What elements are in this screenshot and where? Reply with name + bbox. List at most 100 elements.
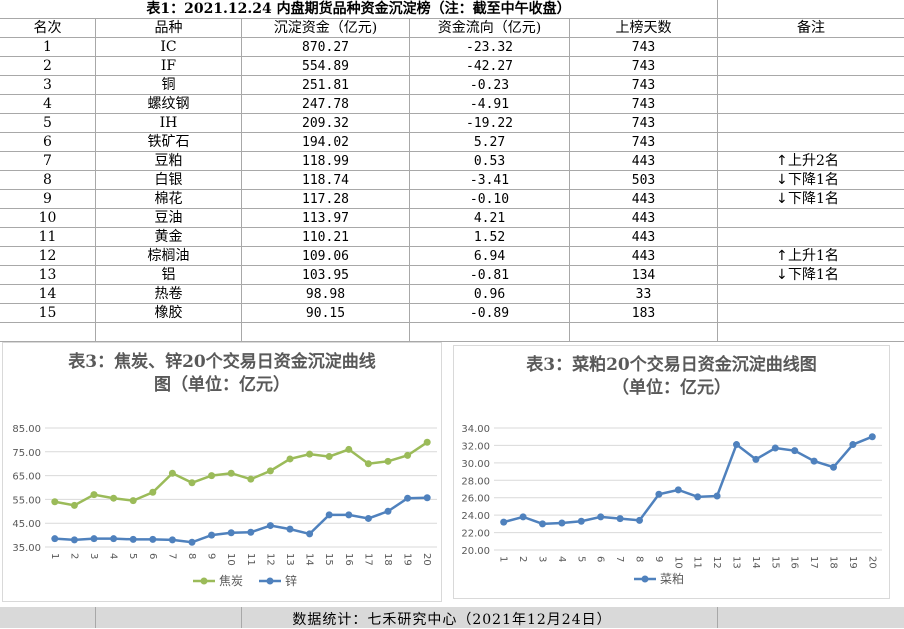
cell-days[interactable]: 503 bbox=[570, 171, 718, 190]
cell-flow[interactable]: 1.52 bbox=[410, 228, 570, 247]
cell-flow[interactable]: -42.27 bbox=[410, 57, 570, 76]
cell-rank[interactable]: 4 bbox=[0, 95, 96, 114]
cell-name[interactable]: 铜 bbox=[96, 76, 242, 95]
empty-cell[interactable] bbox=[96, 323, 242, 342]
cell-days[interactable]: 743 bbox=[570, 76, 718, 95]
cell-note[interactable] bbox=[718, 304, 904, 323]
cell-fund[interactable]: 251.81 bbox=[242, 76, 410, 95]
cell-note[interactable] bbox=[718, 38, 904, 57]
cell-rank[interactable]: 10 bbox=[0, 209, 96, 228]
cell-days[interactable]: 134 bbox=[570, 266, 718, 285]
footer-cell[interactable] bbox=[570, 607, 718, 628]
cell-note[interactable] bbox=[718, 114, 904, 133]
cell-days[interactable]: 743 bbox=[570, 133, 718, 152]
cell-flow[interactable]: 5.27 bbox=[410, 133, 570, 152]
cell-note[interactable]: ↑上升1名 bbox=[718, 247, 904, 266]
cell-rank[interactable]: 7 bbox=[0, 152, 96, 171]
empty-cell[interactable] bbox=[570, 323, 718, 342]
cell-note[interactable] bbox=[718, 57, 904, 76]
cell-note[interactable]: ↓下降1名 bbox=[718, 190, 904, 209]
cell-rank[interactable]: 13 bbox=[0, 266, 96, 285]
cell-fund[interactable]: 554.89 bbox=[242, 57, 410, 76]
cell-note[interactable]: ↑上升2名 bbox=[718, 152, 904, 171]
cell-fund[interactable]: 247.78 bbox=[242, 95, 410, 114]
cell-note[interactable] bbox=[718, 95, 904, 114]
cell-name[interactable]: 热卷 bbox=[96, 285, 242, 304]
cell-fund[interactable]: 98.98 bbox=[242, 285, 410, 304]
cell-name[interactable]: 铝 bbox=[96, 266, 242, 285]
cell-rank[interactable]: 9 bbox=[0, 190, 96, 209]
cell-name[interactable]: IH bbox=[96, 114, 242, 133]
cell-fund[interactable]: 118.99 bbox=[242, 152, 410, 171]
empty-cell[interactable] bbox=[242, 323, 410, 342]
cell-fund[interactable]: 110.21 bbox=[242, 228, 410, 247]
cell-flow[interactable]: 4.21 bbox=[410, 209, 570, 228]
cell-days[interactable]: 443 bbox=[570, 228, 718, 247]
cell-days[interactable]: 743 bbox=[570, 38, 718, 57]
cell-flow[interactable]: -0.23 bbox=[410, 76, 570, 95]
cell-flow[interactable]: 0.96 bbox=[410, 285, 570, 304]
cell-note[interactable] bbox=[718, 133, 904, 152]
cell-days[interactable]: 743 bbox=[570, 57, 718, 76]
cell-name[interactable]: 棕榈油 bbox=[96, 247, 242, 266]
cell-flow[interactable]: -0.89 bbox=[410, 304, 570, 323]
cell-name[interactable]: 棉花 bbox=[96, 190, 242, 209]
cell-rank[interactable]: 5 bbox=[0, 114, 96, 133]
cell-fund[interactable]: 209.32 bbox=[242, 114, 410, 133]
cell-days[interactable]: 443 bbox=[570, 209, 718, 228]
empty-cell[interactable] bbox=[410, 323, 570, 342]
cell-name[interactable]: 豆油 bbox=[96, 209, 242, 228]
cell-rank[interactable]: 2 bbox=[0, 57, 96, 76]
cell-days[interactable]: 183 bbox=[570, 304, 718, 323]
cell-flow[interactable]: -3.41 bbox=[410, 171, 570, 190]
cell-note[interactable] bbox=[718, 285, 904, 304]
cell-fund[interactable]: 194.02 bbox=[242, 133, 410, 152]
empty-cell[interactable] bbox=[718, 323, 904, 342]
cell-name[interactable]: 橡胶 bbox=[96, 304, 242, 323]
cell-days[interactable]: 443 bbox=[570, 190, 718, 209]
cell-name[interactable]: IF bbox=[96, 57, 242, 76]
cell-fund[interactable]: 109.06 bbox=[242, 247, 410, 266]
cell-name[interactable]: 螺纹钢 bbox=[96, 95, 242, 114]
cell-flow[interactable]: -4.91 bbox=[410, 95, 570, 114]
cell-name[interactable]: 豆粕 bbox=[96, 152, 242, 171]
cell-note[interactable] bbox=[718, 76, 904, 95]
cell-flow[interactable]: -0.81 bbox=[410, 266, 570, 285]
cell-fund[interactable]: 117.28 bbox=[242, 190, 410, 209]
cell-fund[interactable]: 870.27 bbox=[242, 38, 410, 57]
cell-fund[interactable]: 113.97 bbox=[242, 209, 410, 228]
cell-days[interactable]: 743 bbox=[570, 114, 718, 133]
cell-rank[interactable]: 15 bbox=[0, 304, 96, 323]
cell-fund[interactable]: 118.74 bbox=[242, 171, 410, 190]
cell-days[interactable]: 443 bbox=[570, 152, 718, 171]
cell-flow[interactable]: -19.22 bbox=[410, 114, 570, 133]
cell-rank[interactable]: 6 bbox=[0, 133, 96, 152]
footer-cell[interactable] bbox=[96, 607, 242, 628]
cell-flow[interactable]: -23.32 bbox=[410, 38, 570, 57]
cell-flow[interactable]: 6.94 bbox=[410, 247, 570, 266]
empty-cell[interactable] bbox=[0, 323, 96, 342]
cell-note[interactable] bbox=[718, 228, 904, 247]
cell-days[interactable]: 443 bbox=[570, 247, 718, 266]
cell-rank[interactable]: 3 bbox=[0, 76, 96, 95]
cell-note[interactable] bbox=[718, 209, 904, 228]
cell-name[interactable]: 黄金 bbox=[96, 228, 242, 247]
cell-name[interactable]: 铁矿石 bbox=[96, 133, 242, 152]
cell-name[interactable]: IC bbox=[96, 38, 242, 57]
cell-rank[interactable]: 12 bbox=[0, 247, 96, 266]
cell-note[interactable]: ↓下降1名 bbox=[718, 171, 904, 190]
chart-rapeseed-meal[interactable]: 表3：菜粕20个交易日资金沉淀曲线图 （单位：亿元） 20.00 22.00 24.… bbox=[453, 345, 890, 599]
cell-fund[interactable]: 103.95 bbox=[242, 266, 410, 285]
footer-cell[interactable] bbox=[0, 607, 96, 628]
cell-days[interactable]: 743 bbox=[570, 95, 718, 114]
cell-name[interactable]: 白银 bbox=[96, 171, 242, 190]
cell-rank[interactable]: 11 bbox=[0, 228, 96, 247]
empty-cell[interactable] bbox=[718, 0, 904, 19]
cell-note[interactable]: ↓下降1名 bbox=[718, 266, 904, 285]
cell-rank[interactable]: 1 bbox=[0, 38, 96, 57]
chart-coke-zinc[interactable]: 表3：焦炭、锌20个交易日资金沉淀曲线 图（单位：亿元） 35.00 45.00 5… bbox=[2, 342, 442, 602]
cell-rank[interactable]: 8 bbox=[0, 171, 96, 190]
cell-flow[interactable]: 0.53 bbox=[410, 152, 570, 171]
cell-days[interactable]: 33 bbox=[570, 285, 718, 304]
cell-rank[interactable]: 14 bbox=[0, 285, 96, 304]
